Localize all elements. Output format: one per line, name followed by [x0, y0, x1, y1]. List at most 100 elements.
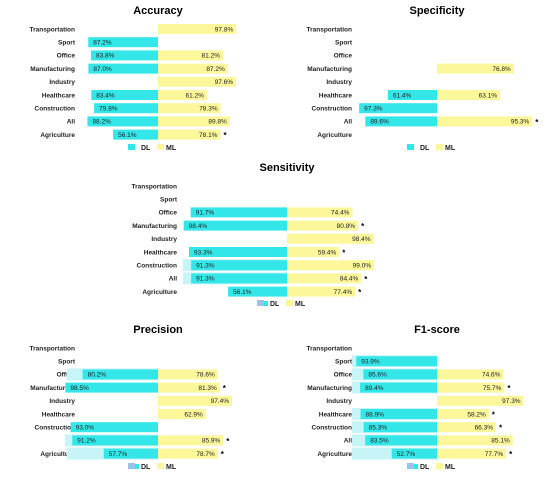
- dl-bar: [191, 273, 287, 284]
- significance-marker: *: [507, 384, 511, 393]
- significance-marker: *: [492, 411, 496, 420]
- dl-value-label: 87.2%: [93, 40, 112, 47]
- legend-label-dl: DL: [141, 464, 151, 471]
- dl-value-label: 93.0%: [76, 425, 95, 432]
- significance-marker: *: [342, 249, 346, 258]
- dl-value-label: 88.2%: [92, 119, 111, 126]
- ml-bar: [158, 50, 223, 61]
- dl-bar: [360, 382, 437, 393]
- category-label: Agriculture: [142, 289, 177, 296]
- ml-bar: [437, 382, 505, 393]
- ml-value-label: 97.3%: [502, 398, 521, 405]
- dl-value-label: 91.7%: [196, 210, 215, 217]
- chart-title: Precision: [133, 324, 183, 336]
- chart-title: Specificity: [409, 5, 465, 17]
- dl-bar: [103, 448, 158, 459]
- dl-value-label: 57.7%: [109, 451, 128, 458]
- category-label: Agriculture: [40, 132, 75, 139]
- ml-bar: [158, 435, 224, 446]
- ml-value-label: 99.0%: [353, 263, 372, 270]
- ml-bar: [287, 220, 359, 231]
- ml-value-label: 63.1%: [479, 92, 498, 99]
- ml-bar: [437, 422, 497, 433]
- dl-bar: [363, 369, 437, 380]
- dl-value-label: 80.2%: [88, 372, 107, 379]
- ml-bar: [437, 63, 514, 74]
- chart-panel-f1-score: F1-score Transportation Sport 93.9% Office 85…: [306, 324, 524, 471]
- ml-bar: [158, 395, 233, 406]
- ml-value-label: 66.3%: [475, 425, 494, 432]
- ml-bar: [158, 76, 237, 87]
- category-label: Construction: [137, 263, 177, 270]
- dl-bar: [365, 435, 437, 446]
- dl-value-label: 98.4%: [189, 223, 208, 230]
- legend-swatch-dl: [128, 463, 135, 469]
- significance-marker: *: [223, 384, 227, 393]
- dl-bar: [391, 448, 437, 459]
- ml-value-label: 62.9%: [184, 411, 203, 418]
- dl-bar: [88, 63, 158, 74]
- category-label: Industry: [151, 236, 177, 243]
- category-label: Healthcare: [42, 92, 76, 99]
- ml-bar: [158, 63, 228, 74]
- dl-bar: [365, 116, 437, 127]
- dl-bar: [189, 247, 287, 257]
- ml-value-label: 78.6%: [196, 372, 215, 379]
- ml-bar: [158, 24, 237, 34]
- dl-value-label: 88.9%: [366, 411, 385, 418]
- ml-value-label: 74.6%: [482, 372, 501, 379]
- legend-swatch-ml: [286, 300, 293, 306]
- category-label: Construction: [312, 425, 352, 432]
- category-label: Agriculture: [317, 132, 352, 139]
- category-label: All: [344, 119, 353, 126]
- ml-value-label: 89.8%: [208, 119, 227, 126]
- significance-marker: *: [358, 288, 362, 297]
- category-label: Office: [57, 372, 76, 379]
- ml-value-label: 77.4%: [334, 289, 353, 296]
- category-label: Construction: [35, 106, 75, 113]
- significance-marker: *: [221, 450, 225, 459]
- ml-value-label: 61.2%: [186, 92, 205, 99]
- category-label: Manufacturing: [132, 223, 177, 230]
- category-label: Sport: [160, 197, 178, 204]
- legend-swatch-dl-bar: [264, 301, 268, 306]
- category-label: Office: [334, 372, 353, 379]
- category-label: Healthcare: [319, 411, 353, 418]
- significance-marker: *: [364, 275, 368, 284]
- ml-bar: [158, 409, 206, 419]
- category-label: Transportation: [131, 183, 177, 190]
- ml-bar: [287, 273, 362, 284]
- dl-value-label: 89.4%: [365, 385, 384, 392]
- legend-swatch-dl: [128, 144, 135, 150]
- ml-value-label: 81.3%: [198, 385, 217, 392]
- legend-swatch-dl-bar: [135, 464, 139, 469]
- category-label: Manufacturing: [30, 66, 75, 73]
- dl-bar: [72, 435, 158, 446]
- ml-value-label: 95.3%: [511, 119, 530, 126]
- dl-value-label: 93.9%: [361, 359, 380, 366]
- category-label: All: [169, 276, 178, 283]
- category-label: Sport: [58, 359, 76, 366]
- category-label: Manufacturing: [307, 385, 352, 392]
- dl-value-label: 56.1%: [118, 132, 137, 139]
- ml-value-label: 59.4%: [318, 249, 337, 256]
- legend-swatch-dl: [257, 300, 264, 306]
- ml-value-label: 78.3%: [199, 106, 218, 113]
- dl-bar: [363, 422, 437, 433]
- dl-value-label: 52.7%: [397, 451, 416, 458]
- chart-title: Accuracy: [133, 5, 183, 17]
- dl-bar: [183, 220, 287, 231]
- category-label: Manufacturing: [30, 385, 75, 392]
- category-label: All: [344, 438, 353, 445]
- category-label: Healthcare: [42, 411, 76, 418]
- dl-bar: [87, 116, 158, 127]
- ml-value-label: 97.8%: [215, 26, 234, 33]
- significance-marker: *: [499, 424, 503, 433]
- category-label: Industry: [326, 398, 352, 405]
- ml-bar: [158, 116, 230, 127]
- ml-value-label: 80.8%: [337, 223, 356, 230]
- ml-value-label: 75.7%: [483, 385, 502, 392]
- category-label: Office: [57, 53, 76, 60]
- ml-value-label: 76.8%: [492, 66, 511, 73]
- dl-bar: [359, 103, 437, 114]
